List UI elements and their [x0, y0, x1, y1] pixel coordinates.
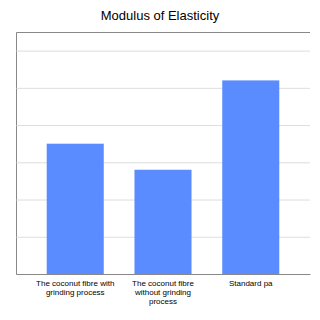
- x-tick-label-line: The coconut fibre with: [36, 279, 114, 288]
- x-tick: Standard pa: [229, 274, 273, 288]
- title: Modulus of Elasticity: [101, 8, 220, 23]
- bar: [222, 80, 279, 274]
- grid-line: [16, 274, 310, 275]
- y-tick: [16, 51, 310, 52]
- bar: [134, 170, 191, 274]
- x-tick: The coconut fibrewithout grindingprocess: [132, 274, 194, 306]
- x-tick-label: The coconut fibre withgrinding process: [36, 279, 114, 297]
- x-tick-label-line: grinding process: [46, 288, 105, 297]
- plot: The coconut fibre withgrinding processTh…: [16, 33, 311, 307]
- x-tick: The coconut fibre withgrinding process: [36, 274, 114, 297]
- x-tick-label-line: The coconut fibre: [132, 279, 194, 288]
- bars: [47, 80, 280, 274]
- x-tick-label-line: Standard pa: [229, 279, 273, 288]
- y-axis: [16, 33, 310, 275]
- y-axis-line: [17, 33, 311, 275]
- bar: [47, 144, 104, 274]
- chart: The coconut fibre withgrinding processTh…: [0, 0, 320, 320]
- x-tick-label-line: without grinding: [134, 288, 191, 297]
- x-axis: The coconut fibre withgrinding processTh…: [17, 274, 311, 306]
- x-tick-label-line: process: [149, 297, 177, 306]
- x-tick-label: Standard pa: [229, 279, 273, 288]
- grid-line: [16, 51, 310, 52]
- y-tick: [16, 274, 310, 275]
- x-tick-label: The coconut fibrewithout grindingprocess: [132, 279, 194, 306]
- x-axis-line: [17, 274, 311, 275]
